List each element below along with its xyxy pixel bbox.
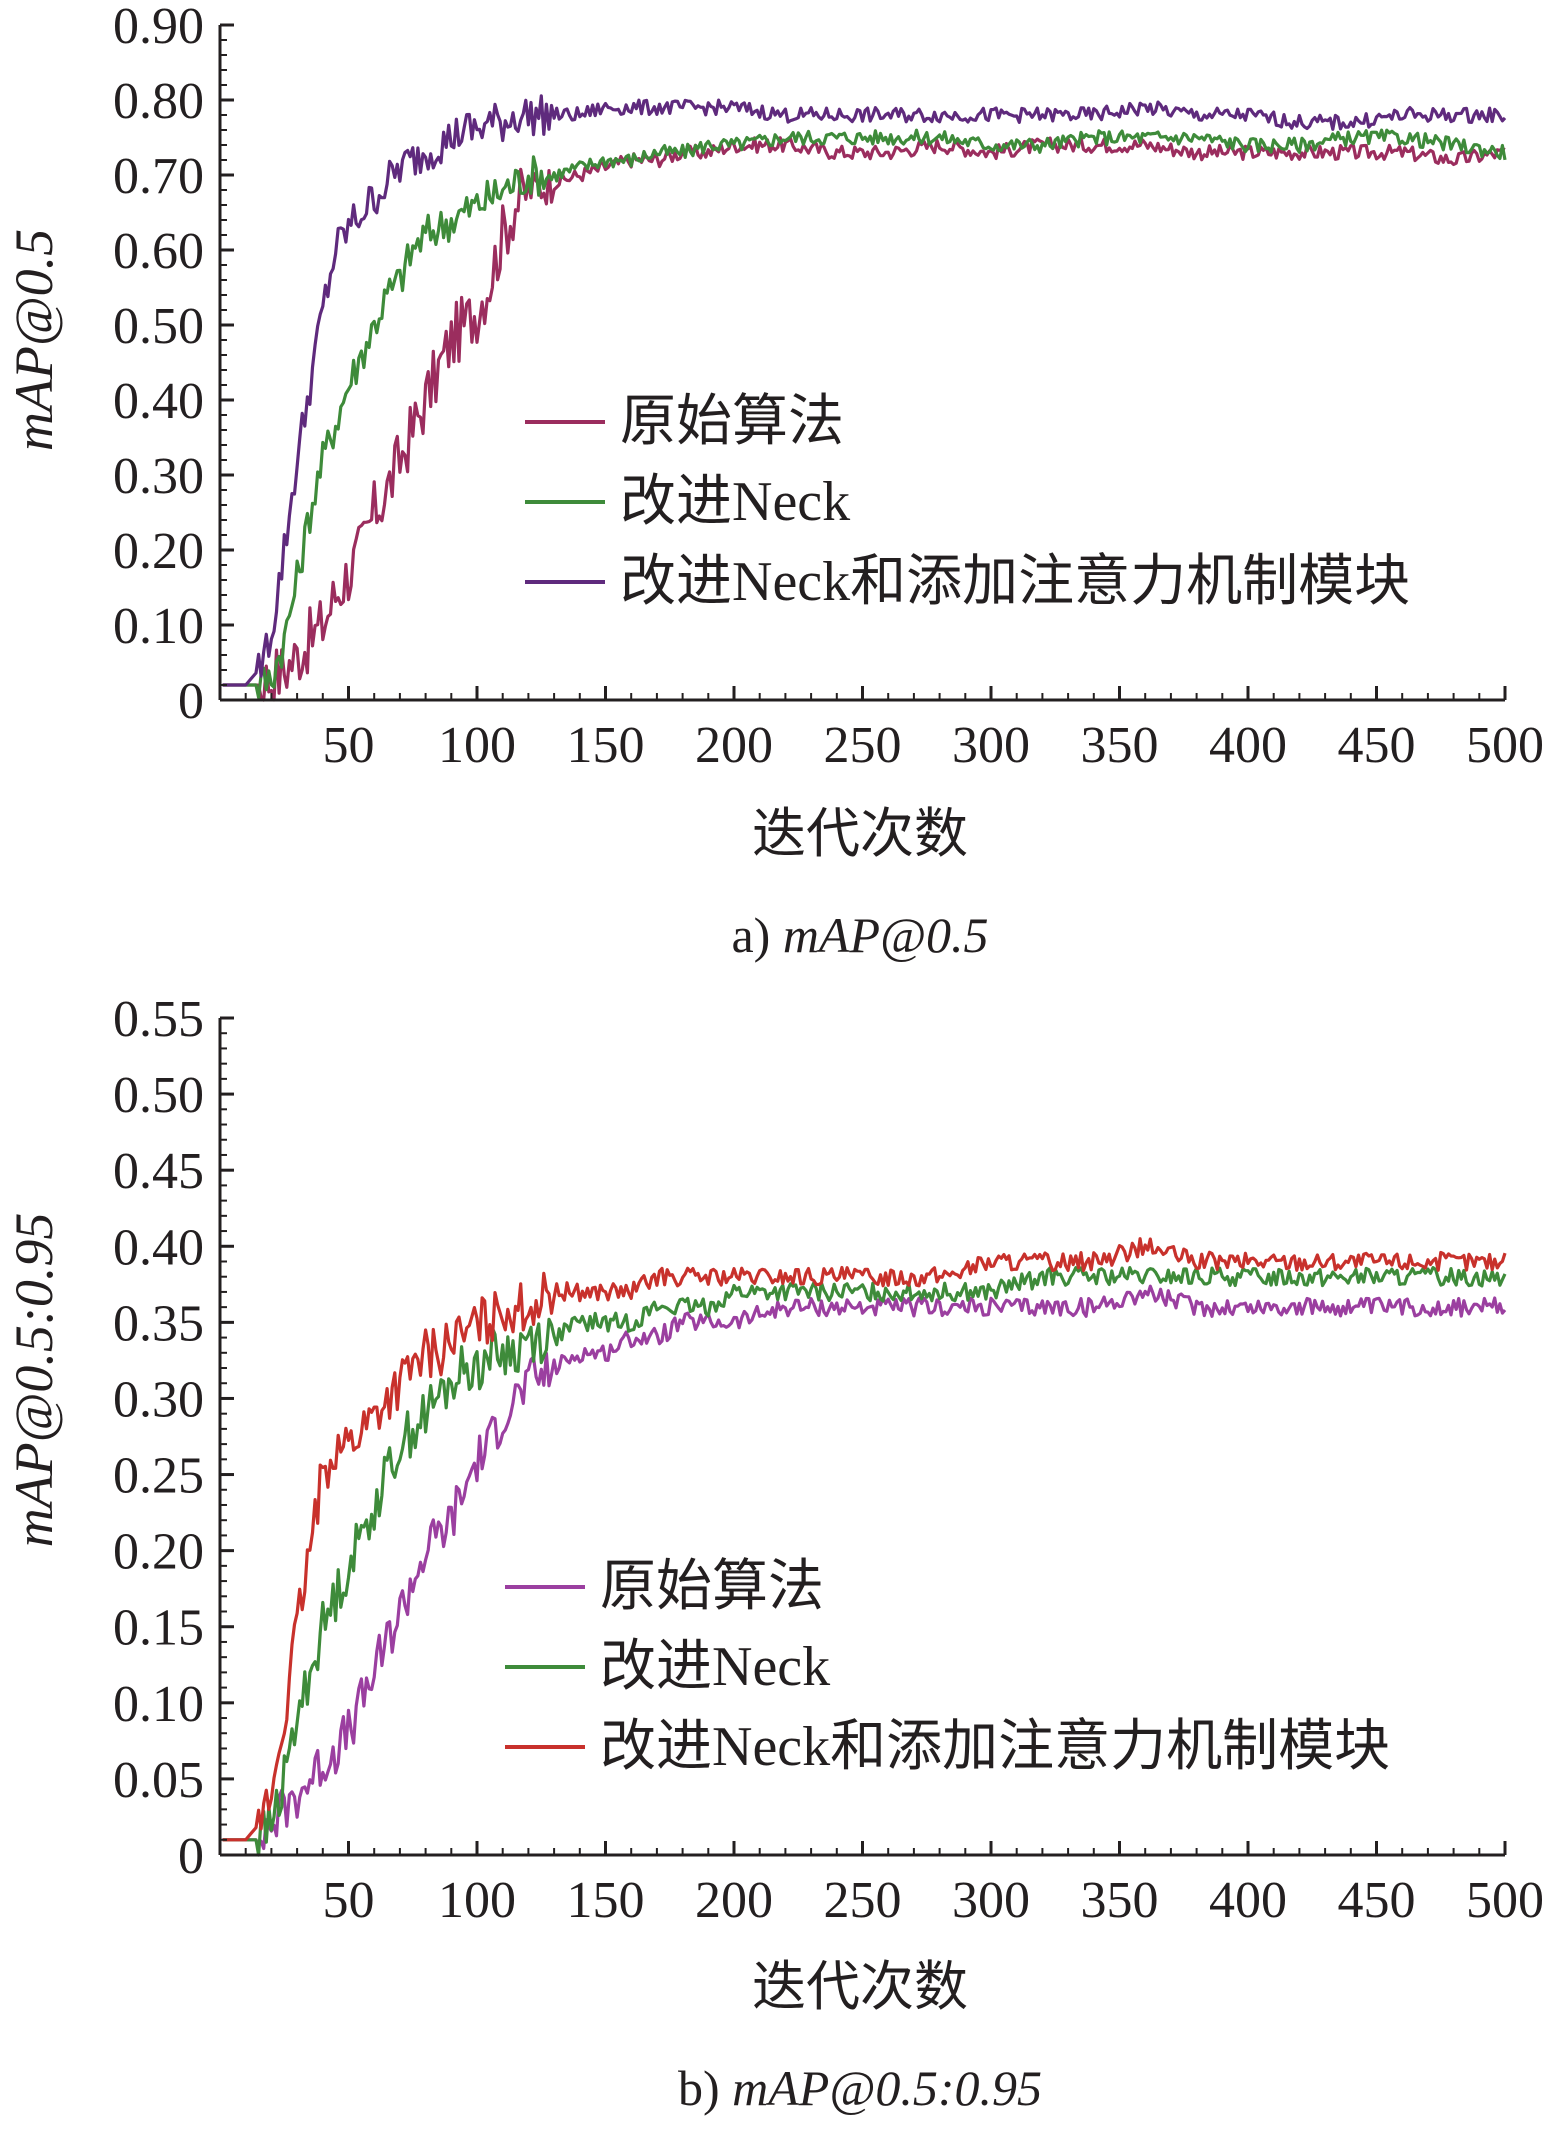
chart-b-y-tick-label: 0.45	[113, 1143, 204, 1200]
chart-a-x-tick-label: 300	[952, 717, 1030, 774]
chart-a-y-tick-label: 0.50	[113, 298, 204, 355]
chart-b-y-tick-label: 0.15	[113, 1600, 204, 1657]
chart-a-x-tick-label: 50	[323, 717, 375, 774]
chart-a-legend-label-1: 原始算法	[620, 391, 844, 453]
chart-a-y-tick-label: 0.20	[113, 523, 204, 580]
chart-a-legend-label-3: 改进Neck和添加注意力机制模块	[620, 551, 1410, 613]
chart-b-series-line-2	[222, 1266, 1507, 1857]
chart-b-series-line-3	[222, 1237, 1507, 1842]
chart-b-y-tick-label: 0.40	[113, 1219, 204, 1276]
chart-a-y-tick-label: 0.90	[113, 0, 204, 55]
chart-b-x-tick-label: 400	[1209, 1872, 1287, 1929]
chart-a-y-tick-label: 0.40	[113, 373, 204, 430]
chart-b-x-tick-label: 300	[952, 1872, 1030, 1929]
chart-b-x-tick-label: 50	[323, 1872, 375, 1929]
chart-b-x-tick-label: 500	[1466, 1872, 1544, 1929]
chart-a-y-axis-title: mAP@0.5	[4, 229, 64, 451]
chart-a-y-tick-label: 0.30	[113, 448, 204, 505]
chart-b-series-group	[222, 1237, 1507, 1857]
chart-a-x-axis-title: 迭代次数	[752, 804, 968, 864]
chart-a-caption-prefix: a)	[731, 907, 770, 963]
chart-b-x-axis-title: 迭代次数	[752, 1957, 968, 2017]
chart-a-x-tick-label: 350	[1081, 717, 1159, 774]
chart-b-y-tick-label: 0.50	[113, 1067, 204, 1124]
chart-a-y-tick-label: 0.70	[113, 148, 204, 205]
chart-b-y-tick-label: 0.35	[113, 1295, 204, 1352]
chart-b-legend-label-3: 改进Neck和添加注意力机制模块	[600, 1716, 1390, 1778]
chart-b-y-tick-label: 0.30	[113, 1371, 204, 1428]
chart-b-y-tick-label: 0.20	[113, 1524, 204, 1581]
chart-a-series-line-2	[222, 128, 1507, 700]
chart-b-y-tick-label: 0.55	[113, 1000, 204, 1048]
chart-b-caption: b) mAP@0.5:0.95	[678, 2060, 1042, 2116]
chart-b-legend-label-1: 原始算法	[600, 1556, 824, 1618]
chart-b-y-tick-label: 0	[178, 1828, 204, 1885]
chart-a-caption-metric: mAP@0.5	[783, 907, 989, 963]
chart-b-x-tick-label: 150	[567, 1872, 645, 1929]
chart-a-y-tick-label: 0.60	[113, 223, 204, 280]
chart-b-x-tick-label: 350	[1081, 1872, 1159, 1929]
chart-b-caption-metric: mAP@0.5:0.95	[732, 2060, 1042, 2116]
chart-panel-a: 0 0.10 0.20 0.30 0.40 0.50 0.60 0.70 0.80 0.90 50 1…	[0, 0, 1551, 975]
chart-a-x-tick-label: 450	[1338, 717, 1416, 774]
chart-a-x-tick-label: 500	[1466, 717, 1544, 774]
chart-b-axes: 0 0.05 0.10 0.15 0.20 0.25 0.30 0.35 0.40 0.45 0.5…	[113, 1000, 1544, 1929]
chart-b-caption-prefix: b)	[678, 2060, 720, 2116]
chart-a-series-line-3	[222, 94, 1507, 687]
chart-b-y-axis-title: mAP@0.5:0.95	[4, 1213, 64, 1548]
chart-a-caption: a) mAP@0.5	[731, 907, 988, 963]
chart-a-axes: 0 0.10 0.20 0.30 0.40 0.50 0.60 0.70 0.80 0.90 50 1…	[113, 0, 1544, 774]
chart-a-y-tick-label: 0.10	[113, 598, 204, 655]
chart-b-svg: 0 0.05 0.10 0.15 0.20 0.25 0.30 0.35 0.40 0.45 0.5…	[4, 1000, 1544, 2116]
chart-a-series-group	[222, 94, 1507, 702]
chart-a-legend-label-2: 改进Neck	[620, 471, 850, 533]
chart-b-x-tick-label: 100	[438, 1872, 516, 1929]
chart-b-y-tick-label: 0.10	[113, 1676, 204, 1733]
chart-panel-b: 0 0.05 0.10 0.15 0.20 0.25 0.30 0.35 0.40 0.45 0.5…	[0, 1000, 1551, 2135]
chart-a-x-tick-label: 250	[824, 717, 902, 774]
chart-b-series-line-1	[222, 1284, 1507, 1851]
chart-b-y-tick-label: 0.05	[113, 1752, 204, 1809]
chart-b-legend-label-2: 改进Neck	[600, 1636, 830, 1698]
chart-a-x-tick-label: 100	[438, 717, 516, 774]
chart-a-svg: 0 0.10 0.20 0.30 0.40 0.50 0.60 0.70 0.80 0.90 50 1…	[4, 0, 1544, 963]
chart-a-x-tick-label: 150	[567, 717, 645, 774]
chart-a-y-tick-label: 0	[178, 673, 204, 730]
chart-a-y-tick-label: 0.80	[113, 73, 204, 130]
chart-b-x-tick-label: 450	[1338, 1872, 1416, 1929]
chart-b-y-tick-label: 0.25	[113, 1448, 204, 1505]
chart-b-x-tick-label: 200	[695, 1872, 773, 1929]
chart-b-x-tick-label: 250	[824, 1872, 902, 1929]
chart-a-x-tick-label: 200	[695, 717, 773, 774]
chart-a-series-line-1	[222, 136, 1506, 702]
chart-a-x-tick-label: 400	[1209, 717, 1287, 774]
